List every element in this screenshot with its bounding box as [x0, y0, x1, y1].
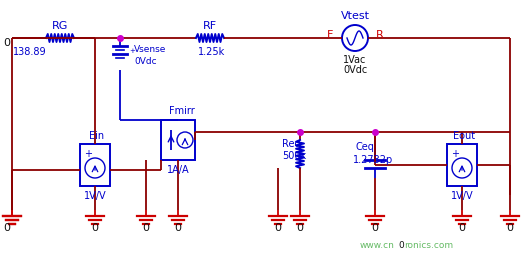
Text: 0: 0	[174, 223, 181, 233]
Text: Eout: Eout	[453, 131, 475, 141]
Text: 0: 0	[506, 223, 513, 233]
Text: F: F	[327, 30, 333, 40]
Text: 1A/A: 1A/A	[167, 165, 189, 175]
Text: 138.89: 138.89	[13, 47, 47, 57]
Bar	[447, 144, 477, 186]
Text: Fmirr: Fmirr	[169, 106, 195, 116]
Text: R: R	[376, 30, 384, 40]
Bar	[80, 144, 110, 186]
Text: Vtest: Vtest	[340, 11, 369, 21]
Text: +: +	[129, 48, 135, 54]
Text: 1V/V: 1V/V	[84, 191, 106, 201]
Text: +: +	[451, 149, 459, 159]
Text: 0: 0	[372, 223, 378, 233]
Text: 0: 0	[92, 223, 99, 233]
Text: 0: 0	[275, 223, 281, 233]
Text: 0: 0	[297, 223, 304, 233]
Text: +: +	[84, 149, 92, 159]
Text: 0: 0	[398, 241, 404, 250]
Text: 1Vac: 1Vac	[343, 55, 367, 65]
Text: 0Vdc: 0Vdc	[343, 65, 367, 75]
Text: 0: 0	[4, 38, 11, 48]
Text: 1.2732p: 1.2732p	[353, 155, 393, 165]
Text: Ceq: Ceq	[355, 142, 374, 152]
Text: 0: 0	[458, 223, 465, 233]
Text: ronics.com: ronics.com	[404, 241, 453, 250]
Text: Req: Req	[282, 139, 300, 149]
Text: 500k: 500k	[282, 151, 306, 161]
Bar	[161, 120, 195, 160]
Text: Ein: Ein	[90, 131, 104, 141]
Text: www.cn: www.cn	[360, 241, 395, 250]
Text: Vsense: Vsense	[134, 45, 167, 54]
Text: 1.25k: 1.25k	[198, 47, 226, 57]
Text: 0: 0	[4, 223, 11, 233]
Text: 0: 0	[142, 223, 150, 233]
Text: RF: RF	[203, 21, 217, 31]
Text: RG: RG	[52, 21, 68, 31]
Text: 0Vdc: 0Vdc	[134, 58, 157, 67]
Text: 1V/V: 1V/V	[451, 191, 473, 201]
